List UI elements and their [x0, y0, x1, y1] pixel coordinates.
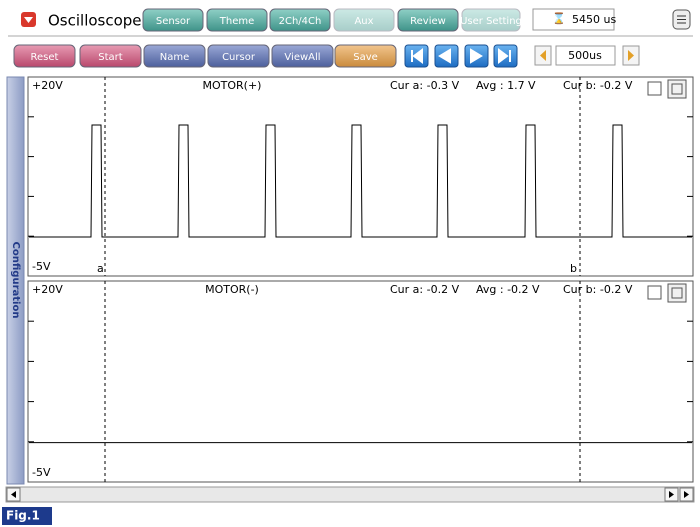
nav-icon: [470, 48, 483, 64]
time-box: [532, 8, 615, 31]
button-face: [207, 44, 270, 68]
cursor-a-label: a: [97, 262, 104, 275]
figure-label: Fig.1: [6, 509, 40, 523]
button-label: Name: [160, 52, 190, 63]
channel-title: MOTOR(+): [203, 79, 262, 92]
channel-title: MOTOR(-): [205, 283, 259, 296]
cursor-b-label: b: [570, 262, 577, 275]
button-face: [143, 44, 206, 68]
time-div: 500us: [568, 49, 602, 62]
button[interactable]: 2Ch/4Ch: [269, 8, 331, 32]
scope-panel: [27, 280, 694, 483]
div-box: [555, 45, 616, 66]
button-label: Cursor: [222, 52, 256, 63]
button-label: Start: [98, 52, 123, 63]
sidebar-label: Configuration: [10, 242, 21, 319]
menu-lines: [677, 15, 686, 24]
scale-bottom: -5V: [32, 260, 51, 273]
button-face: [206, 8, 268, 32]
cursor-b-value: Cur b: -0.2 V: [563, 283, 633, 296]
figure-tag: [2, 507, 52, 525]
button-label: Sensor: [156, 16, 191, 27]
button[interactable]: Name: [143, 44, 206, 68]
time-icon: ⌛: [552, 12, 566, 25]
average-value: Avg : -0.2 V: [476, 283, 540, 296]
sidebar[interactable]: [6, 76, 25, 485]
average-value: Avg : 1.7 V: [476, 79, 536, 92]
cursor-a-value: Cur a: -0.2 V: [390, 283, 460, 296]
button[interactable]: ViewAll: [271, 44, 334, 68]
button[interactable]: User Setting: [460, 8, 522, 32]
checkbox[interactable]: [647, 285, 662, 300]
button-face: [142, 8, 204, 32]
button[interactable]: Cursor: [207, 44, 270, 68]
button-face: [271, 44, 334, 68]
scroll-right-arrow: [669, 491, 674, 498]
button[interactable]: Save: [334, 44, 397, 68]
button[interactable]: Aux: [333, 8, 395, 32]
scroll-left-arrow: [11, 491, 16, 498]
button-label: Save: [353, 52, 378, 63]
nav-icon: [411, 48, 423, 64]
scale-top: +20V: [32, 79, 63, 92]
time-value: 5450 us: [572, 13, 616, 26]
button-face: [79, 44, 142, 68]
button-face: [333, 8, 395, 32]
expand-button[interactable]: [667, 79, 687, 99]
button-label: 2Ch/4Ch: [279, 16, 322, 27]
button[interactable]: Sensor: [142, 8, 204, 32]
button-face: [269, 8, 331, 32]
expand-icon: [671, 83, 683, 95]
button-face: [334, 44, 397, 68]
scale-top: +20V: [32, 283, 63, 296]
button-label: User Setting: [460, 16, 522, 27]
scale-bottom: -5V: [32, 466, 51, 479]
nav-icon: [438, 48, 451, 64]
arrow-right: [628, 50, 634, 61]
button[interactable]: Theme: [206, 8, 268, 32]
button-face: [461, 8, 521, 32]
button-label: Reset: [31, 52, 59, 63]
button-label: Theme: [219, 16, 255, 27]
arrow-left: [540, 50, 546, 61]
scroll-end-arrow: [684, 491, 689, 498]
button[interactable]: Review: [397, 8, 459, 32]
app-title: Oscilloscope: [48, 12, 142, 30]
cursor-a-value: Cur a: -0.3 V: [390, 79, 460, 92]
scrollbar[interactable]: [5, 486, 695, 503]
cursor-b-value: Cur b: -0.2 V: [563, 79, 633, 92]
expand-icon: [671, 287, 683, 299]
button-face: [397, 8, 459, 32]
nav-icon: [498, 48, 511, 64]
button-label: Aux: [354, 16, 373, 27]
button-label: Review: [410, 16, 446, 27]
scope-panel: [27, 76, 694, 277]
button-face: [13, 44, 76, 68]
checkbox[interactable]: [647, 81, 662, 96]
toggle-arrow: [24, 17, 33, 23]
waveform: [29, 124, 692, 238]
button[interactable]: Reset: [13, 44, 76, 68]
button-label: ViewAll: [284, 52, 320, 63]
button[interactable]: Start: [79, 44, 142, 68]
expand-button[interactable]: [667, 283, 687, 303]
